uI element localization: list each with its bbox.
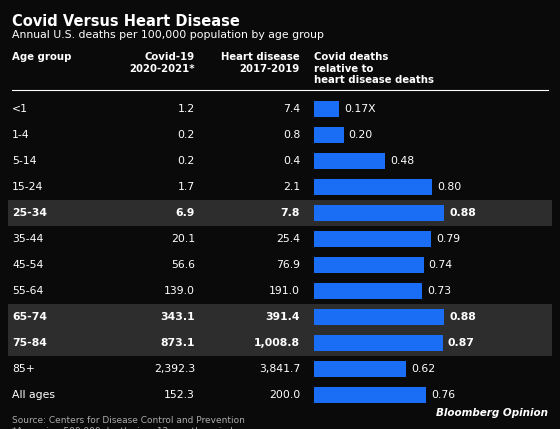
Text: 20.1: 20.1 — [171, 234, 195, 244]
Bar — [314, 257, 423, 272]
Text: 1.2: 1.2 — [178, 104, 195, 114]
Text: 0.88: 0.88 — [449, 208, 476, 218]
Text: 65-74: 65-74 — [12, 312, 47, 322]
Text: 0.2: 0.2 — [178, 130, 195, 140]
Text: 0.73: 0.73 — [427, 286, 451, 296]
Text: 391.4: 391.4 — [265, 312, 300, 322]
Text: 0.48: 0.48 — [390, 156, 414, 166]
Text: 55-64: 55-64 — [12, 286, 43, 296]
Text: 76.9: 76.9 — [276, 260, 300, 270]
Text: 0.4: 0.4 — [283, 156, 300, 166]
Text: 152.3: 152.3 — [164, 390, 195, 400]
Text: 85+: 85+ — [12, 364, 35, 374]
Bar — [314, 309, 444, 325]
Text: Annual U.S. deaths per 100,000 population by age group: Annual U.S. deaths per 100,000 populatio… — [12, 30, 324, 40]
Text: 873.1: 873.1 — [161, 338, 195, 348]
Bar — [314, 387, 427, 402]
Bar — [8, 330, 552, 356]
Bar — [314, 335, 443, 350]
Bar — [314, 179, 432, 194]
Text: 0.17X: 0.17X — [344, 104, 376, 114]
Text: 35-44: 35-44 — [12, 234, 43, 244]
Bar — [314, 102, 339, 117]
Text: 343.1: 343.1 — [160, 312, 195, 322]
Text: 56.6: 56.6 — [171, 260, 195, 270]
Text: 191.0: 191.0 — [269, 286, 300, 296]
Text: 0.88: 0.88 — [449, 312, 476, 322]
Text: 1-4: 1-4 — [12, 130, 30, 140]
Text: 0.76: 0.76 — [431, 390, 456, 400]
Bar — [314, 362, 406, 377]
Bar — [314, 127, 344, 142]
Text: 0.87: 0.87 — [448, 338, 475, 348]
Text: Heart disease
2017-2019: Heart disease 2017-2019 — [221, 52, 300, 74]
Text: 2,392.3: 2,392.3 — [154, 364, 195, 374]
Text: 3,841.7: 3,841.7 — [259, 364, 300, 374]
Text: 139.0: 139.0 — [164, 286, 195, 296]
Text: Covid Versus Heart Disease: Covid Versus Heart Disease — [12, 14, 240, 29]
Text: 0.62: 0.62 — [410, 364, 435, 374]
Text: Covid-19
2020-2021*: Covid-19 2020-2021* — [129, 52, 195, 74]
Text: 1.7: 1.7 — [178, 182, 195, 192]
Bar — [314, 284, 422, 299]
Text: *Assuming 500,000 deaths in a 12-month period: *Assuming 500,000 deaths in a 12-month p… — [12, 427, 233, 429]
Text: All ages: All ages — [12, 390, 55, 400]
Bar — [314, 232, 431, 247]
Text: 1,008.8: 1,008.8 — [254, 338, 300, 348]
Text: 15-24: 15-24 — [12, 182, 43, 192]
Text: 0.79: 0.79 — [436, 234, 460, 244]
Text: Source: Centers for Disease Control and Prevention: Source: Centers for Disease Control and … — [12, 416, 245, 425]
Text: 25-34: 25-34 — [12, 208, 47, 218]
Text: 200.0: 200.0 — [269, 390, 300, 400]
Text: Age group: Age group — [12, 52, 71, 62]
Text: <1: <1 — [12, 104, 28, 114]
Text: 7.8: 7.8 — [281, 208, 300, 218]
Text: 0.80: 0.80 — [437, 182, 461, 192]
Text: 0.74: 0.74 — [428, 260, 452, 270]
Bar — [8, 304, 552, 330]
Text: 0.2: 0.2 — [178, 156, 195, 166]
Text: 2.1: 2.1 — [283, 182, 300, 192]
Bar — [314, 154, 385, 169]
Text: 5-14: 5-14 — [12, 156, 36, 166]
Text: Bloomberg Opinion: Bloomberg Opinion — [436, 408, 548, 418]
Text: 7.4: 7.4 — [283, 104, 300, 114]
Text: 0.8: 0.8 — [283, 130, 300, 140]
Text: 25.4: 25.4 — [276, 234, 300, 244]
Text: 0.20: 0.20 — [348, 130, 373, 140]
Bar — [314, 205, 444, 221]
Text: 6.9: 6.9 — [176, 208, 195, 218]
Bar — [8, 200, 552, 226]
Text: 45-54: 45-54 — [12, 260, 43, 270]
Text: Covid deaths
relative to
heart disease deaths: Covid deaths relative to heart disease d… — [314, 52, 434, 85]
Text: 75-84: 75-84 — [12, 338, 47, 348]
